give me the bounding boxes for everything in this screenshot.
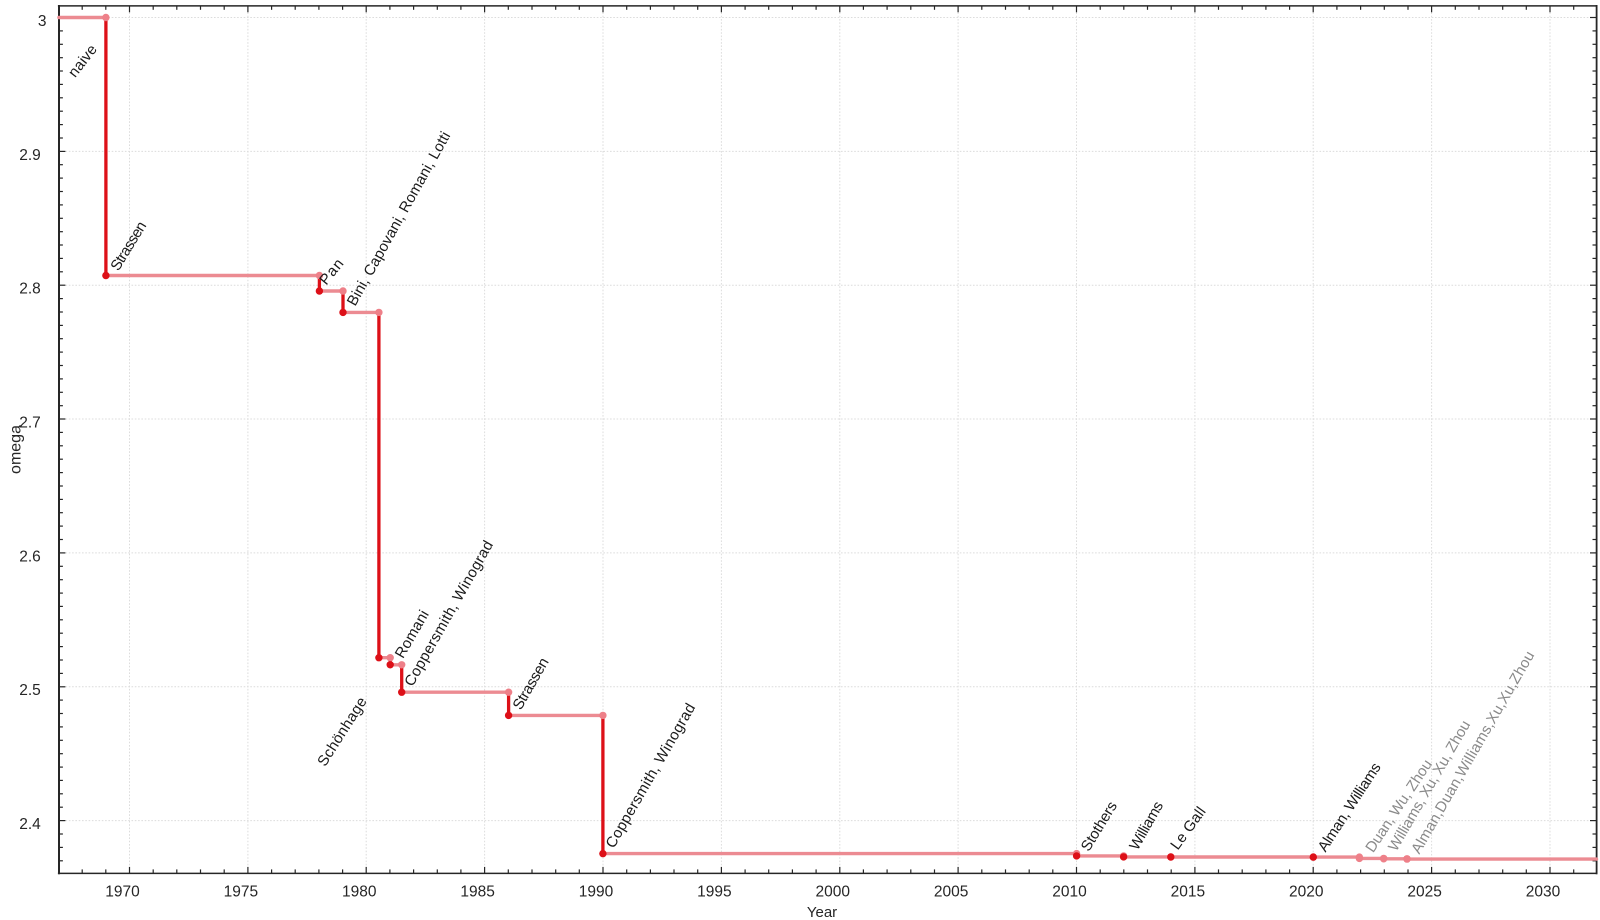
svg-text:2.4: 2.4 bbox=[19, 816, 41, 833]
svg-text:1985: 1985 bbox=[460, 883, 494, 900]
svg-text:2010: 2010 bbox=[1052, 883, 1087, 900]
svg-text:2.5: 2.5 bbox=[19, 682, 41, 699]
svg-text:2.6: 2.6 bbox=[19, 548, 41, 565]
svg-text:2000: 2000 bbox=[816, 883, 851, 900]
svg-text:2005: 2005 bbox=[934, 883, 968, 900]
svg-text:2020: 2020 bbox=[1289, 883, 1324, 900]
svg-text:2.9: 2.9 bbox=[19, 147, 41, 164]
svg-text:2030: 2030 bbox=[1526, 883, 1561, 900]
svg-text:Year: Year bbox=[807, 904, 837, 920]
svg-text:2.8: 2.8 bbox=[19, 281, 41, 298]
svg-text:1995: 1995 bbox=[697, 883, 731, 900]
svg-text:1970: 1970 bbox=[105, 883, 140, 900]
svg-text:2.7: 2.7 bbox=[19, 414, 41, 431]
svg-text:1990: 1990 bbox=[579, 883, 614, 900]
svg-text:1975: 1975 bbox=[224, 883, 258, 900]
svg-text:1980: 1980 bbox=[342, 883, 377, 900]
svg-text:2015: 2015 bbox=[1171, 883, 1205, 900]
svg-text:omega: omega bbox=[8, 425, 25, 474]
svg-text:2025: 2025 bbox=[1407, 883, 1441, 900]
svg-text:3: 3 bbox=[38, 13, 47, 30]
